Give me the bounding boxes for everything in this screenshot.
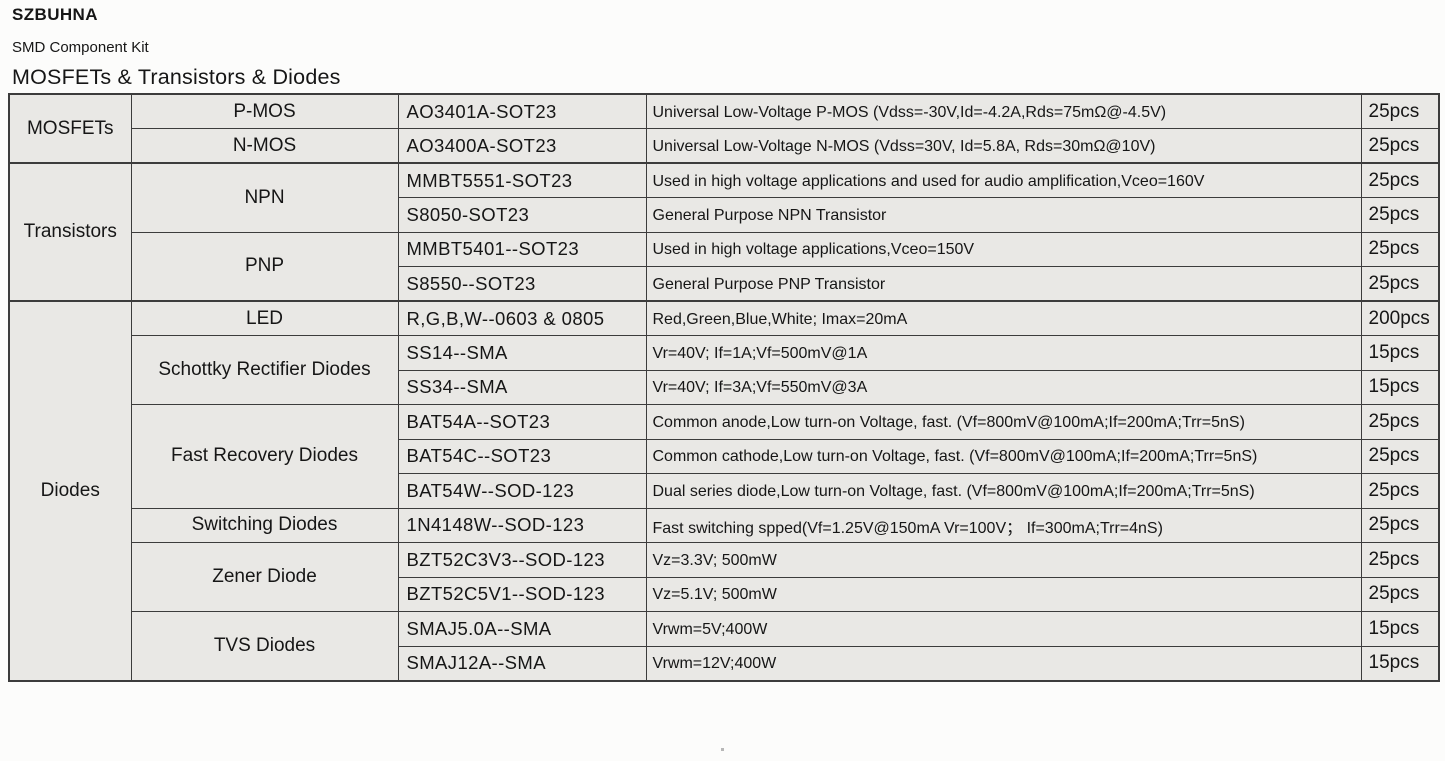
quantity-cell: 25pcs [1360,266,1440,302]
scan-artifact-dot [721,748,724,751]
table-row: Switching Diodes 1N4148W--SOD-123 Fast swi… [9,507,1440,543]
category-cell: Transistors [8,162,132,302]
description-cell: General Purpose NPN Transistor [645,197,1362,233]
part-number-cell: S8050-SOT23 [397,197,647,233]
table-row: Zener Diode BZT52C3V3--SOD-123 Vz=3.3V; 50… [9,542,1440,612]
part-number-cell: SMAJ12A--SMA [397,645,647,681]
quantity-cell: 25pcs [1360,231,1440,267]
brand-name: SZBUHNA [12,5,98,24]
part-number-cell: MMBT5551-SOT23 [397,162,647,198]
description-cell: Vr=40V; If=1A;Vf=500mV@1A [645,335,1362,371]
type-cell: Zener Diode [130,542,399,612]
part-number-cell: SMAJ5.0A--SMA [397,611,647,647]
quantity-cell: 15pcs [1360,611,1440,647]
quantity-cell: 25pcs [1360,404,1440,440]
document-header: SZBUHNA SMD Component Kit MOSFETs & Tran… [0,0,1445,90]
part-number-cell: SS34--SMA [397,369,647,405]
description-cell: Common anode,Low turn-on Voltage, fast. … [645,404,1362,440]
description-cell: Vz=5.1V; 500mW [645,576,1362,612]
quantity-cell: 15pcs [1360,335,1440,371]
quantity-cell: 25pcs [1360,93,1440,129]
table-row: Diodes LED R,G,B,W--0603 & 0805 Red,Green,B… [8,300,1440,681]
category-cell: MOSFETs [8,93,132,164]
quantity-cell: 15pcs [1360,645,1440,681]
description-cell: Used in high voltage applications and us… [645,162,1362,198]
table-row: Fast Recovery Diodes BAT54A--SOT23 Common … [9,404,1440,509]
description-cell: Used in high voltage applications,Vceo=1… [645,231,1362,267]
table-row: BAT54W--SOD-123 Dual series diode,Low tur… [9,473,1440,509]
part-number-cell: MMBT5401--SOT23 [397,231,647,267]
quantity-cell: 200pcs [1360,300,1440,336]
table-row: Transistors NPN MMBT5551-SOT23 Used in high… [8,162,1440,302]
description-cell: Dual series diode,Low turn-on Voltage, f… [645,473,1362,509]
table-row: MOSFETs P-MOS AO3401A-SOT23 Universal Low-V… [8,93,1440,164]
quantity-cell: 25pcs [1360,128,1440,164]
type-cell: PNP [130,231,399,302]
description-cell: Red,Green,Blue,White; Imax=20mA [645,300,1362,336]
component-table: MOSFETs P-MOS AO3401A-SOT23 Universal Low-V… [8,93,1440,682]
category-cell: Diodes [8,300,132,681]
description-cell: Common cathode,Low turn-on Voltage, fast… [645,438,1362,474]
quantity-cell: 15pcs [1360,369,1440,405]
description-cell: Vrwm=5V;400W [645,611,1362,647]
table-row: SMAJ12A--SMA Vrwm=12V;400W 15pcs [9,645,1440,681]
kit-subtitle: SMD Component Kit [12,39,149,56]
table-row: PNP MMBT5401--SOT23 Used in high voltage a… [9,231,1440,302]
quantity-cell: 25pcs [1360,473,1440,509]
description-cell: General Purpose PNP Transistor [645,266,1362,302]
type-cell: NPN [130,162,399,233]
quantity-cell: 25pcs [1360,162,1440,198]
part-number-cell: BAT54C--SOT23 [397,438,647,474]
table-row: SS34--SMA Vr=40V; If=3A;Vf=550mV@3A 15pcs [9,369,1440,405]
part-number-cell: SS14--SMA [397,335,647,371]
table-row: S8050-SOT23 General Purpose NPN Transisto… [9,197,1440,233]
type-cell: Fast Recovery Diodes [130,404,399,509]
quantity-cell: 25pcs [1360,197,1440,233]
part-number-cell: BZT52C3V3--SOD-123 [397,542,647,578]
quantity-cell: 25pcs [1360,507,1440,543]
type-cell: N-MOS [130,128,399,164]
table-row: TVS Diodes SMAJ5.0A--SMA Vrwm=5V;400W 15pcs [9,611,1440,681]
part-number-cell: AO3401A-SOT23 [397,93,647,129]
type-cell: Schottky Rectifier Diodes [130,335,399,405]
quantity-cell: 25pcs [1360,542,1440,578]
part-number-cell: BAT54A--SOT23 [397,404,647,440]
part-number-cell: 1N4148W--SOD-123 [397,507,647,543]
part-number-cell: S8550--SOT23 [397,266,647,302]
table-row: N-MOS AO3400A-SOT23 Universal Low-Voltage … [9,128,1440,164]
type-cell: P-MOS [130,93,399,129]
description-cell: Vz=3.3V; 500mW [645,542,1362,578]
table-row: S8550--SOT23 General Purpose PNP Transist… [9,266,1440,302]
type-cell: TVS Diodes [130,611,399,681]
table-row: BAT54C--SOT23 Common cathode,Low turn-on … [9,438,1440,474]
description-cell: Universal Low-Voltage P-MOS (Vdss=-30V,I… [645,93,1362,129]
table-title: MOSFETs & Transistors & Diodes [12,65,341,89]
type-cell: Switching Diodes [130,507,399,543]
quantity-cell: 25pcs [1360,438,1440,474]
type-cell: LED [130,300,399,336]
part-number-cell: AO3400A-SOT23 [397,128,647,164]
description-cell: Universal Low-Voltage N-MOS (Vdss=30V, I… [645,128,1362,164]
table-row: Schottky Rectifier Diodes SS14--SMA Vr=40V… [9,335,1440,405]
part-number-cell: BAT54W--SOD-123 [397,473,647,509]
part-number-cell: BZT52C5V1--SOD-123 [397,576,647,612]
description-cell: Vr=40V; If=3A;Vf=550mV@3A [645,369,1362,405]
part-number-cell: R,G,B,W--0603 & 0805 [397,300,647,336]
description-cell: Fast switching spped(Vf=1.25V@150mA Vr=1… [645,507,1362,543]
table-body: MOSFETs P-MOS AO3401A-SOT23 Universal Low-V… [8,93,1440,681]
description-cell: Vrwm=12V;400W [645,645,1362,681]
quantity-cell: 25pcs [1360,576,1440,612]
